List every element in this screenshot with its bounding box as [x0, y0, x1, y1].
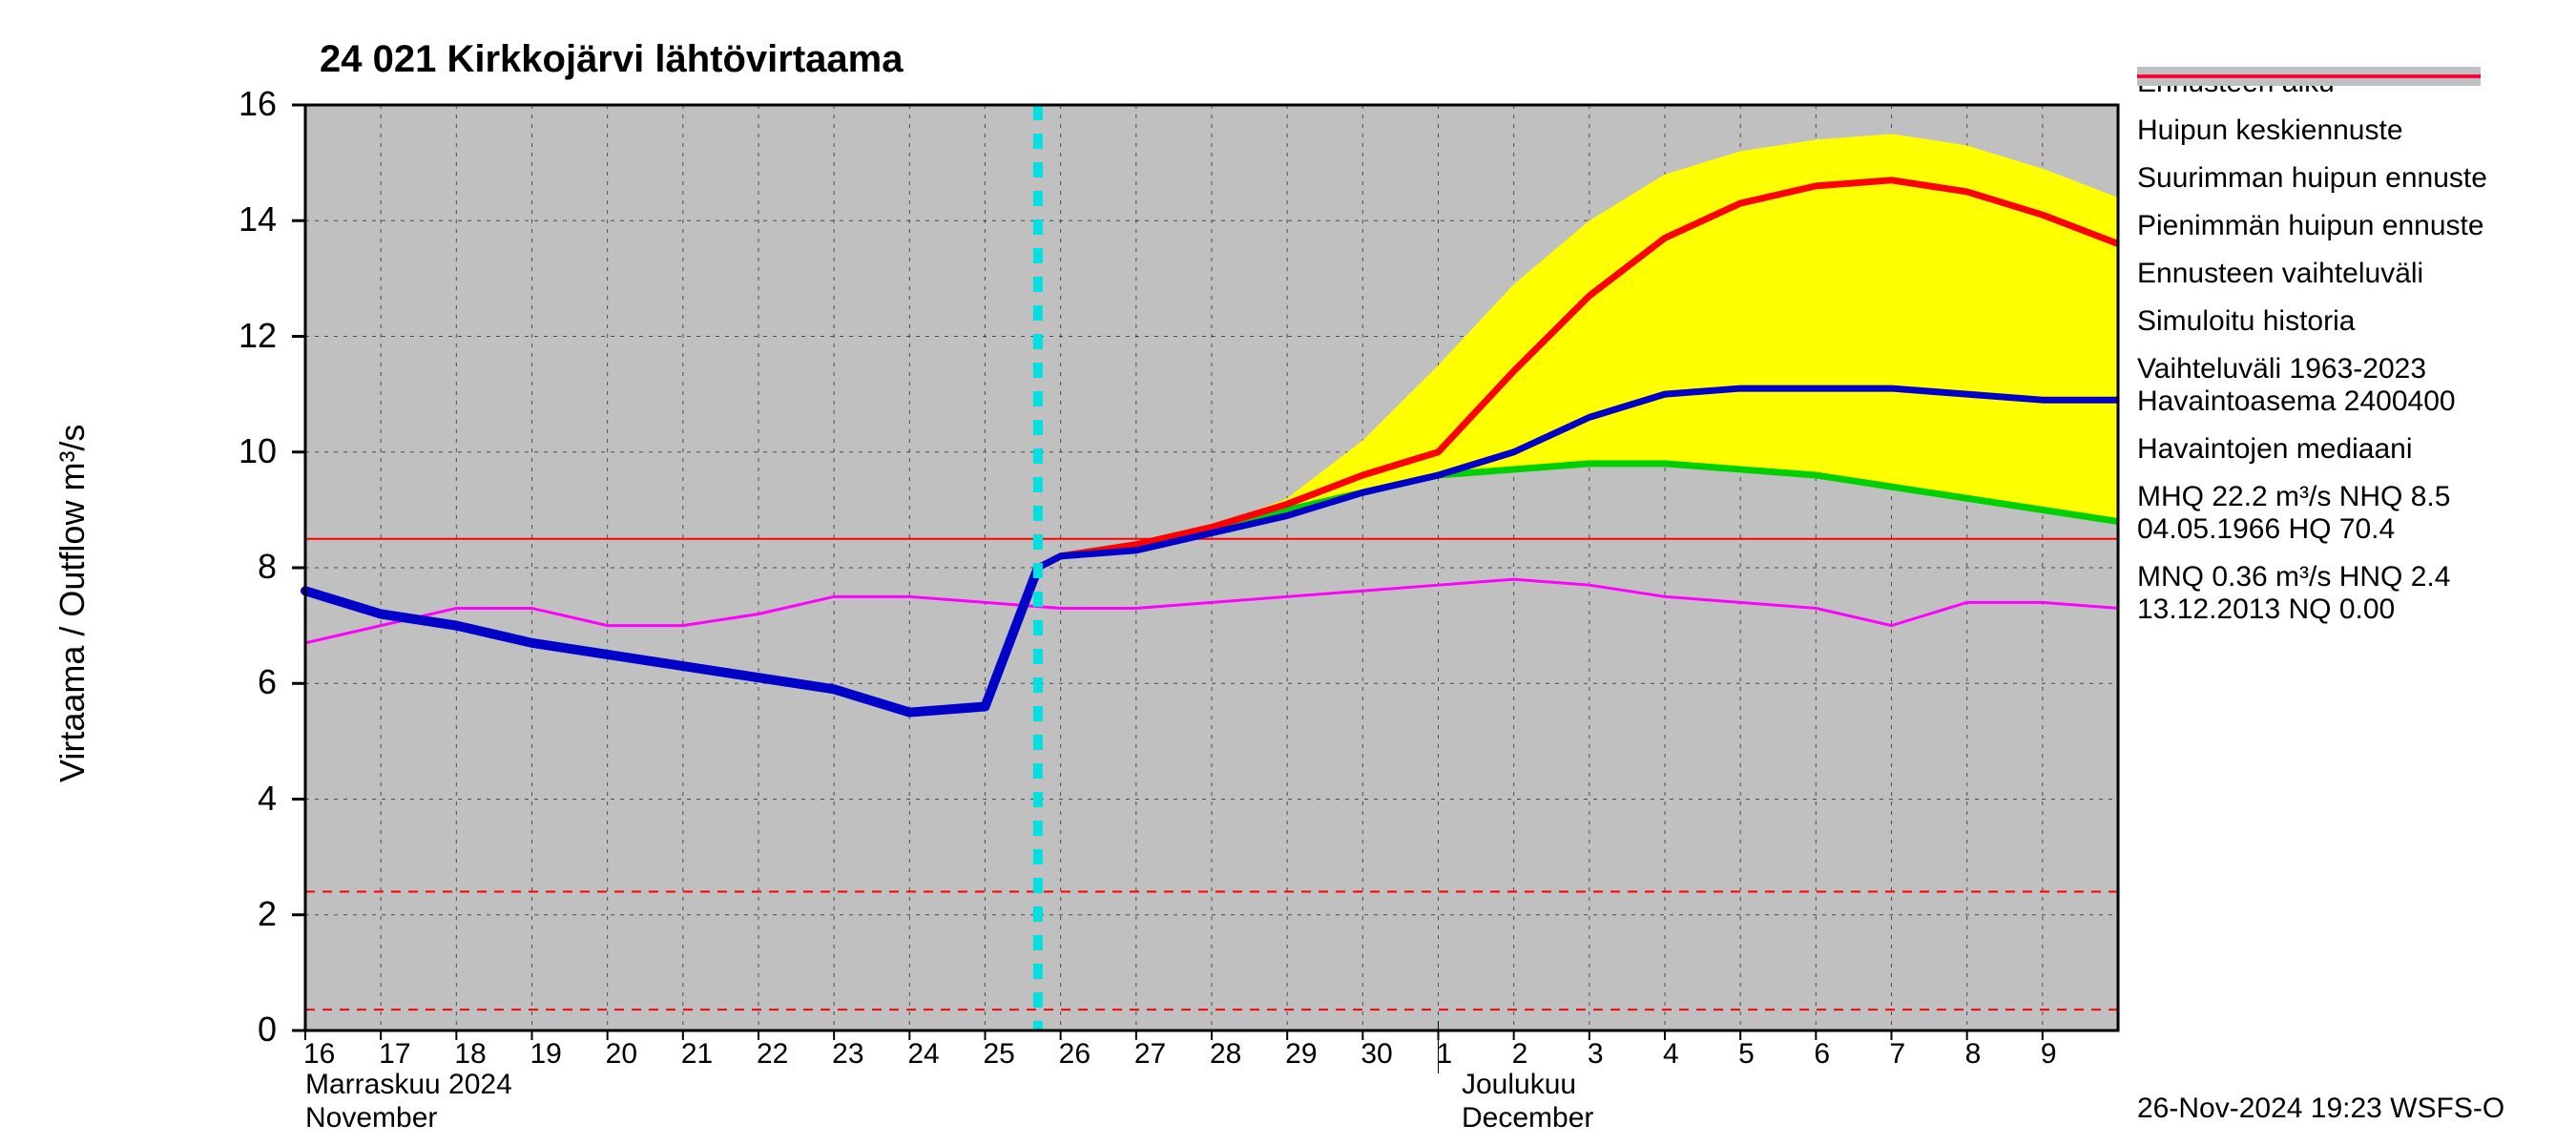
legend-label: Pienimmän huipun ennuste: [2137, 210, 2487, 242]
month-left-2: November: [305, 1102, 437, 1135]
month-right-2: December: [1462, 1102, 1593, 1135]
ytick-label: 0: [172, 1010, 277, 1050]
xtick-label: 4: [1663, 1038, 1720, 1071]
month-left-1: Marraskuu 2024: [305, 1069, 512, 1101]
legend-label: Simuloitu historia: [2137, 305, 2487, 338]
ytick-label: 4: [172, 779, 277, 819]
footer-timestamp: 26-Nov-2024 19:23 WSFS-O: [2137, 1093, 2504, 1125]
ytick-label: 16: [172, 84, 277, 124]
xtick-label: 2: [1512, 1038, 1569, 1071]
legend-label: Suurimman huipun ennuste: [2137, 162, 2487, 195]
legend-item: Huipun keskiennuste: [2137, 114, 2487, 147]
xtick-label: 22: [757, 1038, 814, 1071]
xtick-label: 20: [606, 1038, 663, 1071]
ytick-label: 8: [172, 547, 277, 587]
ytick-label: 12: [172, 316, 277, 356]
legend-item: Ennusteen vaihteluväli: [2137, 258, 2487, 290]
legend-item: Simuloitu historia: [2137, 305, 2487, 338]
xtick-label: 24: [907, 1038, 965, 1071]
xtick-label: 30: [1361, 1038, 1418, 1071]
legend-item: MNQ 0.36 m³/s HNQ 2.413.12.2013 NQ 0.00: [2137, 561, 2487, 626]
xtick-label: 9: [2041, 1038, 2098, 1071]
legend-label: Havaintojen mediaani: [2137, 433, 2487, 466]
xtick-label: 19: [530, 1038, 588, 1071]
xtick-label: 25: [984, 1038, 1041, 1071]
ytick-label: 14: [172, 199, 277, 239]
legend-item: Suurimman huipun ennuste: [2137, 162, 2487, 195]
legend-label: 13.12.2013 NQ 0.00: [2137, 593, 2487, 626]
ytick-label: 6: [172, 662, 277, 702]
legend-label: Huipun keskiennuste: [2137, 114, 2487, 147]
legend-item: Pienimmän huipun ennuste: [2137, 210, 2487, 242]
xtick-label: 29: [1285, 1038, 1342, 1071]
xtick-label: 8: [1965, 1038, 2023, 1071]
legend: Ennusteen alkuHuipun keskiennusteSuurimm…: [2137, 67, 2487, 641]
xtick-label: 6: [1814, 1038, 1871, 1071]
xtick-label: 21: [681, 1038, 738, 1071]
ytick-label: 2: [172, 894, 277, 934]
xtick-label: 26: [1059, 1038, 1116, 1071]
legend-swatch: [2137, 67, 2481, 86]
legend-item: MHQ 22.2 m³/s NHQ 8.504.05.1966 HQ 70.4: [2137, 481, 2487, 546]
legend-label: Ennusteen vaihteluväli: [2137, 258, 2487, 290]
legend-item: Vaihteluväli 1963-2023 Havaintoasema 240…: [2137, 353, 2487, 418]
month-right-1: Joulukuu: [1462, 1069, 1576, 1101]
legend-label: Vaihteluväli 1963-2023: [2137, 353, 2487, 385]
legend-label: MNQ 0.36 m³/s HNQ 2.4: [2137, 561, 2487, 593]
legend-label: MHQ 22.2 m³/s NHQ 8.5: [2137, 481, 2487, 513]
legend-label: 04.05.1966 HQ 70.4: [2137, 513, 2487, 546]
xtick-label: 3: [1588, 1038, 1645, 1071]
xtick-label: 27: [1134, 1038, 1192, 1071]
legend-item: Havaintojen mediaani: [2137, 433, 2487, 466]
xtick-label: 17: [379, 1038, 436, 1071]
xtick-label: 28: [1210, 1038, 1267, 1071]
xtick-label: 23: [832, 1038, 889, 1071]
legend-label: Havaintoasema 2400400: [2137, 385, 2487, 418]
xtick-label: 18: [454, 1038, 511, 1071]
xtick-label: 5: [1738, 1038, 1796, 1071]
chart-container: 24 021 Kirkkojärvi lähtövirtaama Virtaam…: [0, 0, 2576, 1145]
xtick-label: 7: [1890, 1038, 1947, 1071]
xtick-label: 16: [303, 1038, 361, 1071]
ytick-label: 10: [172, 431, 277, 471]
xtick-label: 1: [1437, 1038, 1494, 1071]
